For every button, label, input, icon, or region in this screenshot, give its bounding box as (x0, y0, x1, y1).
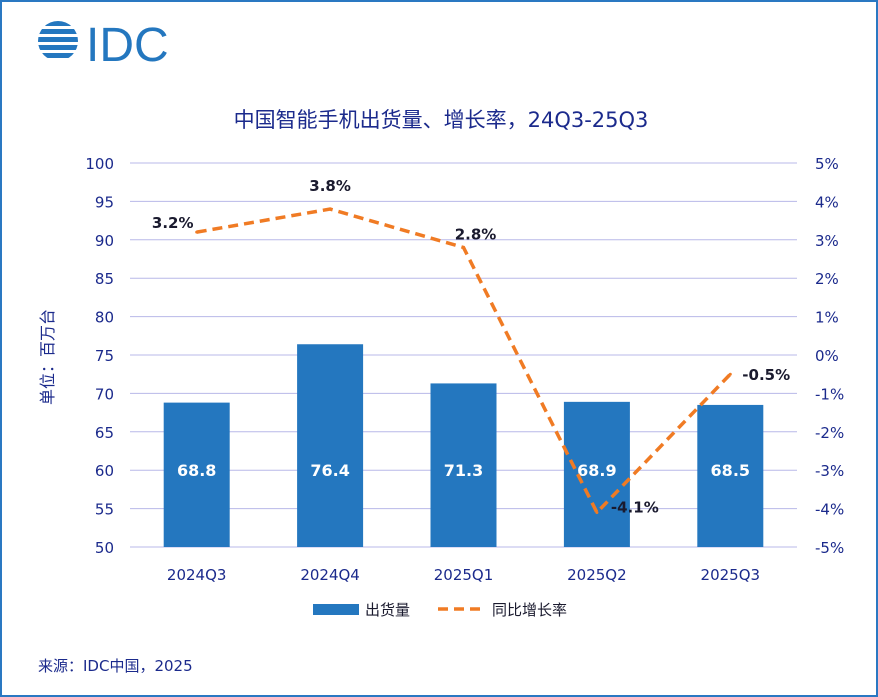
logo-text: IDC (86, 19, 169, 66)
line-point (195, 230, 199, 234)
chart-title: 中国智能手机出货量、增长率，24Q3-25Q3 (233, 108, 649, 132)
y-tick-label: 90 (95, 232, 114, 250)
y2-tick-label: 1% (815, 309, 839, 327)
y2-tick-label: -1% (815, 385, 844, 403)
legend-label: 出货量 (365, 601, 410, 619)
bar-data-label: 71.3 (444, 461, 483, 480)
y2-tick-label: 3% (815, 232, 839, 250)
y-tick-label: 85 (95, 270, 114, 288)
line-point (462, 245, 465, 249)
line-point (595, 510, 599, 514)
y2-tick-label: 4% (815, 193, 839, 211)
x-tick-label: 2025Q1 (434, 566, 494, 584)
y2-tick-label: -4% (815, 501, 844, 519)
bar-data-label: 68.8 (177, 461, 216, 480)
line-data-label: 2.8% (455, 225, 497, 243)
bar (697, 404, 764, 547)
line-data-label: 3.2% (152, 214, 194, 232)
y-tick-label: 95 (95, 193, 114, 211)
idc-logo: IDC (34, 16, 194, 72)
y-tick-label: 70 (95, 385, 114, 403)
line-data-label: -0.5% (742, 366, 790, 384)
legend-label: 同比增长率 (492, 601, 567, 619)
y-tick-label: 50 (95, 539, 114, 557)
y-tick-label: 65 (95, 424, 114, 442)
y-tick-label: 80 (95, 309, 114, 327)
y2-tick-label: 5% (815, 155, 839, 173)
legend-bar-swatch (313, 604, 359, 615)
bar-data-label: 68.5 (711, 461, 750, 480)
bar (163, 402, 230, 547)
bar-data-label: 68.9 (577, 461, 616, 480)
y2-tick-label: -3% (815, 462, 844, 480)
bar (297, 344, 364, 547)
y-tick-label: 60 (95, 462, 114, 480)
y2-tick-label: 2% (815, 270, 839, 288)
bar-data-label: 76.4 (310, 461, 349, 480)
line-data-label: -4.1% (611, 498, 659, 516)
x-tick-label: 2025Q3 (701, 566, 761, 584)
idc-logo-icon: IDC (38, 19, 169, 72)
x-tick-label: 2024Q4 (300, 566, 360, 584)
y2-tick-label: -2% (815, 424, 844, 442)
source-note: 来源：IDC中国，2025 (38, 657, 193, 675)
x-tick-label: 2024Q3 (167, 566, 227, 584)
x-tick-label: 2025Q2 (567, 566, 627, 584)
y2-tick-label: -5% (815, 539, 844, 557)
y2-tick-label: 0% (815, 347, 839, 365)
line-data-label: 3.8% (309, 177, 351, 195)
y-tick-label: 100 (85, 155, 114, 173)
y-tick-label: 55 (95, 501, 114, 519)
line-point (728, 372, 732, 376)
bar (563, 401, 630, 547)
y-tick-label: 75 (95, 347, 114, 365)
bar (430, 383, 497, 547)
line-point (328, 207, 332, 211)
